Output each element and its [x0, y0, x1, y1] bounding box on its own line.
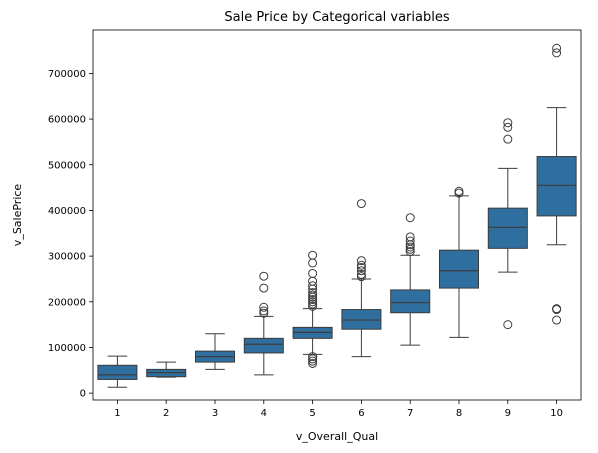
box-group-10 — [536, 43, 577, 325]
outlier-point — [503, 122, 513, 132]
outlier-point — [308, 281, 318, 291]
outlier-point — [308, 356, 318, 366]
outlier-point — [552, 315, 562, 325]
y-tick-label: 700000 — [48, 69, 86, 80]
box-iqr — [390, 289, 431, 314]
outlier-point — [308, 288, 318, 298]
x-tick-label: 8 — [456, 408, 462, 419]
x-tick-label: 7 — [407, 408, 413, 419]
y-tick-label: 0 — [80, 389, 86, 400]
y-tick-label: 300000 — [48, 252, 86, 263]
outlier-point — [405, 247, 415, 257]
outlier-point — [308, 258, 318, 268]
outlier-point — [259, 271, 269, 281]
outlier-point — [308, 268, 318, 278]
x-tick-label: 5 — [309, 408, 315, 419]
outlier-point — [356, 266, 366, 276]
x-tick-label: 3 — [212, 408, 218, 419]
x-axis-label: v_Overall_Qual — [296, 430, 378, 443]
x-tick-label: 1 — [114, 408, 120, 419]
box-group-2 — [146, 361, 187, 378]
box-group-5 — [292, 250, 333, 368]
box-group-3 — [194, 333, 236, 370]
outlier-point — [259, 302, 269, 312]
y-tick-label: 200000 — [48, 297, 86, 308]
outlier-point — [308, 299, 318, 309]
outlier-point — [308, 301, 318, 311]
outlier-point — [552, 43, 562, 53]
box-group-8 — [438, 186, 480, 338]
outlier-point — [503, 320, 513, 330]
outlier-point — [503, 134, 513, 144]
box-group-1 — [97, 355, 138, 388]
x-axis: 1 2 3 4 5 6 7 8 9 10 — [114, 400, 563, 419]
box-group-4 — [243, 271, 284, 376]
outlier-point — [356, 260, 366, 270]
box-iqr — [487, 207, 528, 249]
y-tick-label: 400000 — [48, 206, 86, 217]
y-axis: 0 100000 200000 300000 400000 500000 600000 700… — [48, 69, 93, 400]
x-tick-label: 2 — [163, 408, 169, 419]
box-group-9 — [487, 118, 528, 330]
chart-title: Sale Price by Categorical variables — [224, 10, 449, 25]
y-tick-label: 100000 — [48, 343, 86, 354]
outlier-point — [356, 256, 366, 266]
outlier-point — [405, 213, 415, 223]
x-tick-label: 4 — [261, 408, 267, 419]
outlier-point — [356, 272, 366, 282]
box-iqr — [97, 364, 138, 380]
outlier-point — [308, 297, 318, 307]
plot-area — [92, 29, 582, 401]
outlier-point — [356, 269, 366, 279]
outlier-point — [308, 276, 318, 286]
outlier-point — [405, 242, 415, 252]
x-tick-label: 6 — [358, 408, 364, 419]
outlier-point — [308, 290, 318, 300]
outlier-point — [259, 283, 269, 293]
box-iqr — [243, 337, 284, 354]
box-iqr — [438, 249, 480, 289]
outlier-point — [454, 186, 464, 196]
y-tick-label: 500000 — [48, 160, 86, 171]
box-iqr — [536, 156, 577, 217]
outlier-point — [552, 48, 562, 58]
outlier-point — [259, 308, 269, 318]
outlier-point — [259, 306, 269, 316]
x-tick-label: 10 — [550, 408, 563, 419]
outlier-point — [308, 295, 318, 305]
outlier-point — [308, 354, 318, 364]
outlier-point — [503, 118, 513, 128]
box-series — [97, 43, 577, 388]
y-axis-label: v_SalePrice — [11, 184, 24, 247]
box-group-6 — [341, 199, 382, 358]
outlier-point — [308, 358, 318, 368]
outlier-point — [356, 199, 366, 209]
outlier-point — [552, 304, 562, 314]
outlier-point — [308, 352, 318, 362]
outlier-point — [405, 236, 415, 246]
box-iqr — [341, 309, 382, 330]
y-tick-label: 600000 — [48, 115, 86, 126]
outlier-point — [356, 263, 366, 273]
x-tick-label: 9 — [505, 408, 511, 419]
outlier-point — [405, 232, 415, 242]
outlier-point — [308, 250, 318, 260]
box-group-7 — [390, 213, 431, 346]
